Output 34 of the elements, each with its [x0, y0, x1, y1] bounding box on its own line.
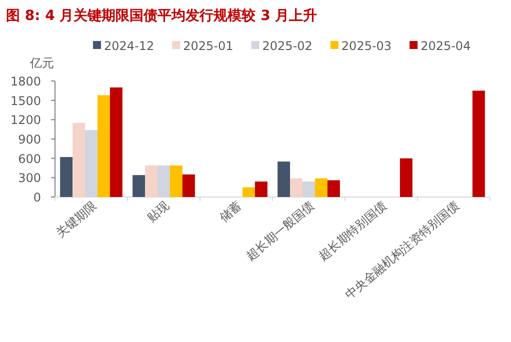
- y-tick-label: 600: [18, 152, 41, 166]
- bar: [97, 95, 110, 197]
- y-axis-title: 亿元: [29, 56, 54, 70]
- legend-label: 2025-02: [262, 39, 312, 53]
- bar: [182, 174, 195, 197]
- bar: [314, 178, 328, 197]
- legend-label: 2025-01: [183, 39, 234, 53]
- bar: [72, 122, 86, 197]
- bar: [132, 175, 146, 197]
- chart-title: 图 8: 4 月关键期限国债平均发行规模较 3 月上升: [6, 7, 318, 24]
- legend-label: 2025-04: [420, 39, 471, 53]
- bar: [110, 87, 122, 197]
- y-tick-label: 900: [18, 132, 41, 146]
- y-tick-label: 1200: [10, 113, 41, 128]
- x-tick-label: 贴现: [144, 198, 172, 225]
- bar: [145, 165, 158, 197]
- legend-label: 2024-12: [104, 39, 154, 53]
- bar: [278, 162, 290, 197]
- y-tick-label: 1500: [10, 94, 41, 108]
- bar: [400, 158, 412, 197]
- y-tick-label: 0: [33, 190, 41, 204]
- bar: [327, 180, 340, 197]
- x-tick-label: 关键期限: [53, 198, 100, 240]
- x-tick-label: 储蓄: [216, 198, 244, 225]
- bar: [170, 165, 182, 197]
- y-tick-label: 300: [18, 171, 41, 186]
- x-tick-label: 超长期一般国债: [243, 198, 317, 264]
- bar: [242, 187, 255, 197]
- y-tick-label: 1800: [10, 74, 41, 88]
- bar: [254, 182, 268, 197]
- legend-label: 2025-03: [341, 39, 392, 53]
- bar: [290, 178, 303, 197]
- bar: [472, 90, 485, 197]
- bar: [60, 157, 73, 197]
